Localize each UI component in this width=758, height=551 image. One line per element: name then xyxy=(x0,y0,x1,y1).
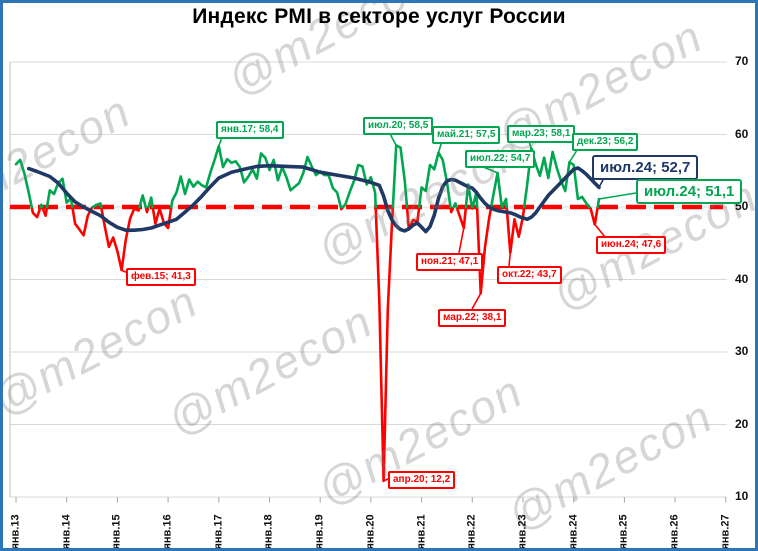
pmi-trend-line xyxy=(26,163,601,234)
y-tick-label: 30 xyxy=(735,344,749,358)
x-tick-label: янв.19 xyxy=(313,514,326,550)
annotation-apr20: апр.20; 12,2 xyxy=(388,471,456,489)
annotation-may21: май.21; 57,5 xyxy=(432,126,501,144)
annotation-jul22: июл.22; 54,7 xyxy=(465,150,536,168)
annotation-jul24: июл.24; 51,1 xyxy=(636,179,743,204)
chart-title: Индекс PMI в секторе услуг России xyxy=(192,5,566,28)
x-tick-marks xyxy=(15,497,727,503)
annotation-leader xyxy=(598,192,637,200)
annotation-leader xyxy=(471,292,482,310)
x-tick-label: янв.15 xyxy=(110,514,123,550)
x-tick-label: янв.23 xyxy=(516,514,529,550)
annotation-leader xyxy=(458,227,465,254)
x-tick-label: янв.24 xyxy=(567,514,580,550)
annotation-leader xyxy=(594,223,606,238)
x-tick-label: янв.13 xyxy=(9,514,22,550)
annotation-feb15: фев.15; 41,3 xyxy=(126,268,196,286)
annotation-nov21: ноя.21; 47,1 xyxy=(416,253,484,271)
y-tick-label: 10 xyxy=(735,489,749,503)
x-tick-label: янв.16 xyxy=(161,514,174,550)
y-tick-label: 20 xyxy=(735,416,749,431)
annotation-jan17: янв.17; 58,4 xyxy=(216,121,284,139)
pmi-monthly-line-below50 xyxy=(30,205,599,483)
annotation-leader xyxy=(508,252,512,267)
x-tick-label: янв.17 xyxy=(212,514,225,550)
pmi-monthly-line-above50 xyxy=(14,144,601,209)
annotation-mar22: мар.22; 38,1 xyxy=(438,309,507,327)
annotation-jul24avg: июл.24; 52,7 xyxy=(592,155,699,180)
x-tick-label: янв.21 xyxy=(415,514,428,550)
x-tick-label: янв.26 xyxy=(668,514,681,550)
annotation-jul20: июл.20; 58,5 xyxy=(363,117,434,135)
x-tick-label: янв.20 xyxy=(364,514,377,550)
x-tick-label: янв.25 xyxy=(617,514,630,550)
x-tick-label: янв.27 xyxy=(719,514,732,550)
x-tick-label: янв.14 xyxy=(60,514,73,550)
annotation-dec23: дек.23; 56,2 xyxy=(572,133,639,151)
y-tick-label: 60 xyxy=(735,126,749,141)
annotation-mar23: мар.23; 58,1 xyxy=(507,125,576,143)
annotation-oct22: окт.22; 43,7 xyxy=(497,266,562,284)
x-tick-label: янв.22 xyxy=(465,514,478,550)
y-tick-label: 70 xyxy=(735,54,749,68)
x-tick-label: янв.18 xyxy=(262,514,275,550)
annotation-jun24: июн.24; 47,6 xyxy=(596,236,667,254)
y-tick-label: 40 xyxy=(735,271,749,286)
